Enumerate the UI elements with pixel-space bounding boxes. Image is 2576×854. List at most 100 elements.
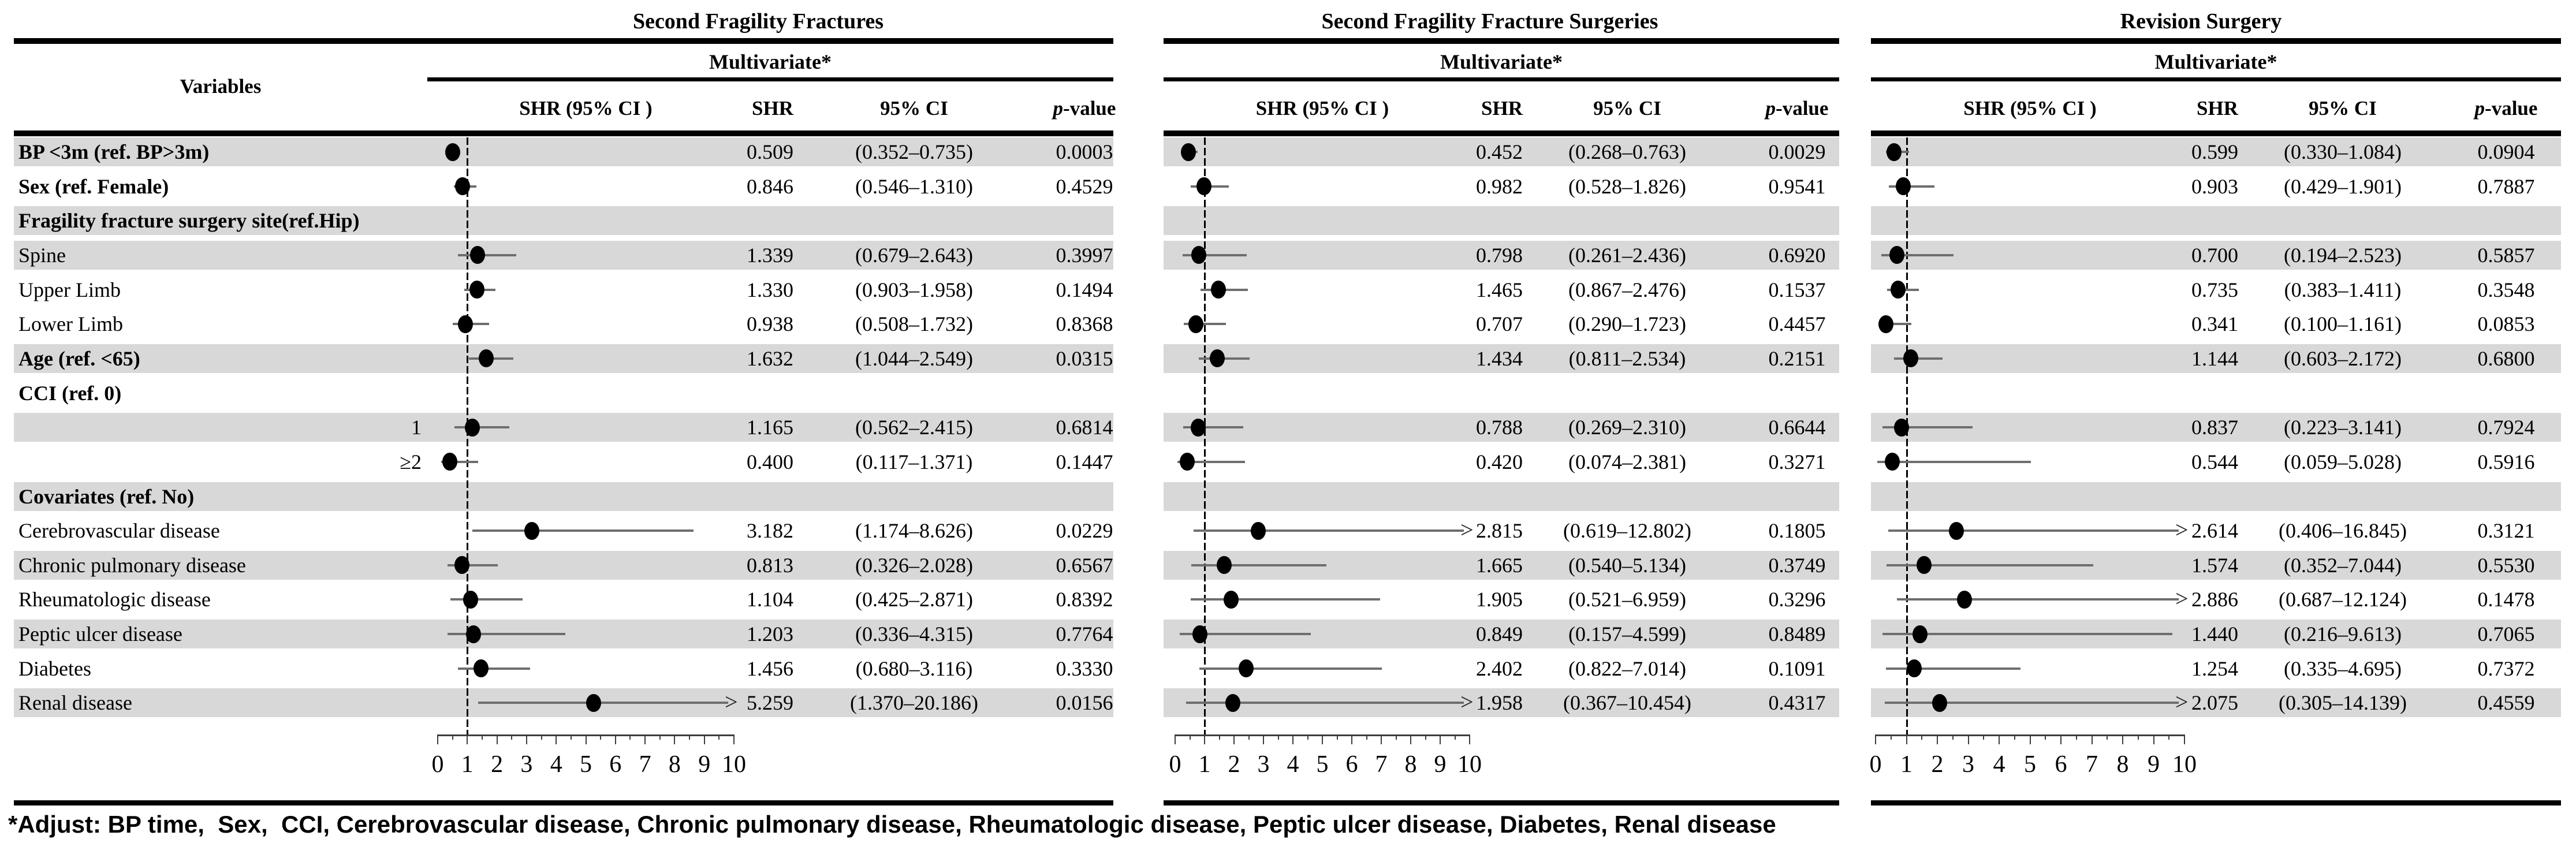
row-label: Sex (ref. Female)	[18, 174, 169, 198]
ci-value: (0.336–4.315)	[855, 622, 973, 646]
forest-dot	[455, 177, 471, 196]
header-top-rule	[1164, 38, 1839, 44]
p-value: 0.9541	[1768, 174, 1826, 198]
axis-tick	[1875, 734, 1876, 744]
ci-value: (0.603–2.172)	[2284, 346, 2402, 370]
ci-value: (0.335–4.695)	[2284, 657, 2402, 680]
ci-value: (0.352–7.044)	[2284, 553, 2402, 577]
row-label: Rheumatologic disease	[18, 588, 211, 611]
p-value: 0.1447	[1056, 450, 1113, 473]
p-value: 0.6644	[1768, 416, 1826, 439]
multivariate-rule	[1164, 77, 1839, 81]
ci-line	[1888, 185, 1934, 188]
row-band	[1164, 240, 1839, 270]
axis-minor-tick	[2014, 734, 2015, 740]
row-label: Chronic pulmonary disease	[18, 553, 246, 577]
header-top-rule	[1871, 38, 2561, 44]
axis-minor-tick	[659, 734, 661, 740]
arrowhead-icon: >	[725, 689, 738, 715]
p-value: 0.0003	[1056, 140, 1113, 163]
axis-minor-tick	[1983, 734, 1985, 740]
ci-line	[1896, 598, 2179, 601]
panel-title: Second Fragility Fracture Surgeries	[1321, 9, 1658, 33]
axis-minor-tick	[2075, 734, 2077, 740]
row-band	[1871, 240, 2561, 270]
shr-value: 1.574	[2191, 553, 2238, 577]
forest-dot	[469, 246, 485, 264]
ci-line	[1878, 323, 1912, 326]
shr-value: 0.420	[1476, 450, 1523, 473]
axis-tick	[1967, 734, 1969, 744]
forest-dot	[1210, 349, 1225, 368]
shr-value: 0.798	[1476, 243, 1523, 267]
p-value: 0.2151	[1768, 346, 1826, 370]
ci-line	[448, 633, 566, 636]
row-band	[14, 206, 1113, 236]
ci-value: (0.406–16.845)	[2279, 519, 2407, 543]
shr-value: 0.788	[1476, 416, 1523, 439]
shr-value: 0.452	[1476, 140, 1523, 163]
row-band	[14, 550, 1113, 580]
axis-tick-label: 6	[1345, 751, 1358, 778]
ci-line	[457, 253, 516, 256]
ci-value: (0.822–7.014)	[1568, 657, 1686, 680]
row-band	[1871, 344, 2561, 373]
ci-line	[454, 426, 509, 429]
row-band	[1164, 344, 1839, 373]
axis-tick-label: 4	[1993, 751, 2005, 778]
shr-value: 2.815	[1476, 519, 1523, 543]
axis-tick	[585, 734, 587, 744]
ci-line	[472, 529, 694, 532]
axis-tick-label: 5	[1316, 751, 1329, 778]
ci-line	[1180, 633, 1311, 636]
axis-tick-label: 9	[2148, 751, 2160, 778]
axis-minor-tick	[540, 734, 542, 740]
shr-value: 0.938	[747, 312, 793, 336]
row-band	[14, 240, 1113, 270]
ci-value: (0.157–4.599)	[1568, 622, 1686, 646]
ci-value: (0.290–1.723)	[1568, 312, 1686, 336]
shr-value: 0.544	[2191, 450, 2238, 473]
axis-minor-tick	[1921, 734, 1923, 740]
axis-tick	[614, 734, 616, 744]
axis-tick-label: 7	[2086, 751, 2098, 778]
axis-minor-tick	[1952, 734, 1954, 740]
p-value: 0.4317	[1768, 691, 1826, 715]
ci-value: (0.269–2.310)	[1568, 416, 1686, 439]
p-value: 0.6920	[1768, 243, 1826, 267]
axis-minor-tick	[1189, 734, 1191, 740]
axis-tick	[703, 734, 705, 744]
forest-dot	[1887, 143, 1902, 161]
panel-bottom-rule	[1871, 800, 2561, 805]
axis-minor-tick	[1336, 734, 1338, 740]
ci-value: (0.059–5.028)	[2284, 450, 2402, 473]
ci-line	[1186, 702, 1464, 704]
row-label: Lower Limb	[18, 312, 123, 336]
axis-tick-label: 4	[1287, 751, 1299, 778]
row-band	[1871, 482, 2561, 511]
axis-minor-tick	[1248, 734, 1250, 740]
p-value: 0.5530	[2477, 553, 2535, 577]
axis-tick	[467, 734, 468, 744]
forest-dot	[1957, 590, 1973, 609]
axis-tick	[1440, 734, 1441, 744]
p-value: 0.4529	[1056, 174, 1113, 198]
p-value: 0.0229	[1056, 519, 1113, 543]
ci-line	[457, 667, 530, 670]
forest-dot	[1885, 453, 1900, 471]
header-bottom-rule	[1871, 130, 2561, 136]
axis-minor-tick	[2168, 734, 2170, 740]
column-header-plot: SHR (95% CI )	[1963, 97, 2097, 120]
forest-dot	[1191, 418, 1206, 437]
shr-value: 2.614	[2191, 519, 2238, 543]
shr-value: 0.735	[2191, 278, 2238, 301]
ci-value: (1.370–20.186)	[850, 691, 978, 715]
multivariate-rule	[427, 77, 1113, 81]
p-value: 0.5916	[2477, 450, 2535, 473]
axis-tick	[1906, 734, 1907, 744]
ci-line	[1885, 702, 2179, 704]
forest-dot	[1896, 177, 1911, 196]
axis-minor-tick	[1277, 734, 1279, 740]
axis-tick	[1175, 734, 1176, 744]
axis-tick	[556, 734, 557, 744]
